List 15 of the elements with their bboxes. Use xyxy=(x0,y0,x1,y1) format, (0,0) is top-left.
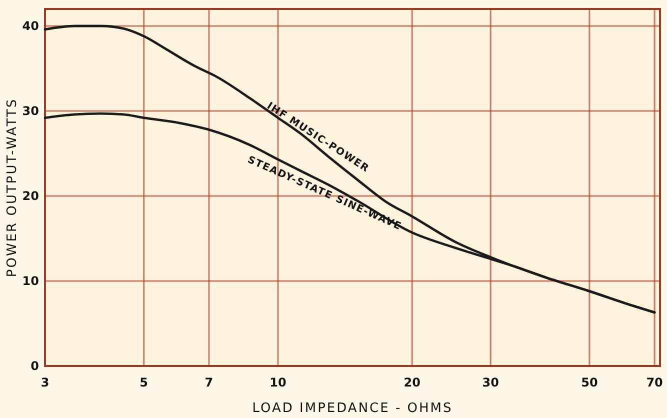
x-tick-label: 70 xyxy=(646,376,663,390)
x-tick-label: 5 xyxy=(140,376,148,390)
x-tick-label: 10 xyxy=(270,376,286,390)
y-tick-label: 0 xyxy=(30,358,39,373)
x-axis-title: LOAD IMPEDANCE - OHMS xyxy=(252,401,453,416)
x-tick-label: 50 xyxy=(581,376,598,390)
x-tick-label: 30 xyxy=(482,376,499,390)
y-tick-label: 40 xyxy=(22,18,39,33)
x-tick-label: 3 xyxy=(40,376,50,390)
x-tick-label: 7 xyxy=(204,376,214,390)
x-tick-label: 20 xyxy=(404,376,420,390)
y-tick-label: 30 xyxy=(22,104,39,118)
y-tick-label: 20 xyxy=(22,188,39,203)
y-axis-title: POWER OUTPUT-WATTS xyxy=(5,98,20,278)
y-tick-label: 10 xyxy=(22,274,39,288)
